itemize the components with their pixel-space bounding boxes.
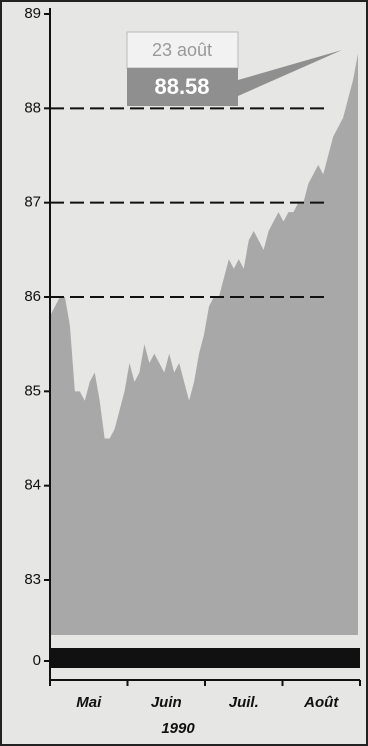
x-tick-label: Mai — [76, 694, 102, 711]
y-tick-label: 89 — [24, 5, 41, 22]
y-tick-label: 87 — [24, 194, 41, 211]
annotation-date-box — [126, 31, 239, 69]
y-tick-label: 86 — [24, 288, 41, 305]
x-tick-label: Juin — [151, 694, 182, 711]
y-tick-label: 83 — [24, 571, 41, 588]
y-tick-label: 88 — [24, 99, 41, 116]
annotation-date: 23 août — [152, 40, 212, 60]
annotation-value: 88.58 — [154, 74, 209, 99]
y-tick-label: 85 — [24, 382, 41, 399]
axis-break — [50, 648, 360, 668]
y-tick-label: 84 — [24, 477, 41, 494]
annotation-value-box — [127, 68, 238, 106]
plot: 0 83 84 85 86 87 88 89 Mai Juin Juil. Août — [24, 5, 361, 711]
x-axis-label: 1990 — [161, 720, 195, 737]
y-tick-label: 0 — [33, 652, 41, 669]
area — [50, 53, 358, 636]
x-tick-label: Août — [303, 694, 339, 711]
x-tick-label: Juil. — [229, 694, 259, 711]
annotation-pointer — [238, 50, 342, 96]
